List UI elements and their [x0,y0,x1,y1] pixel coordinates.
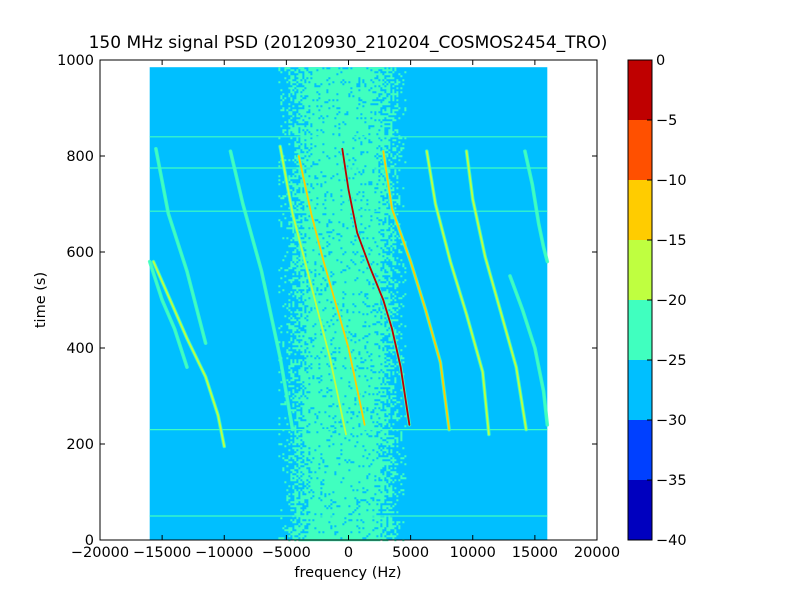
x-tick-label: 15000 [512,545,558,561]
x-tick-label: −5000 [262,545,311,561]
doppler-trace-6 [297,155,366,426]
colorbar-segment [628,120,652,180]
colorbar-tick-label: −25 [656,353,687,369]
doppler-trace-11 [524,150,549,263]
y-tick-label: 1000 [57,53,94,69]
x-tick-label: 10000 [450,545,496,561]
x-tick-label: −10000 [195,545,253,561]
colorbar: −40 −35 −30 −25 −20 −15 −10 −5 0 [627,53,687,549]
doppler-trace-9 [425,150,490,436]
y-axis-label: time (s) [33,272,49,328]
colorbar-segment [628,60,652,120]
y-tick-label: 200 [66,437,94,453]
doppler-trace-2 [148,260,188,369]
x-tick-label: −20000 [71,545,129,561]
x-tick-label: −15000 [133,545,191,561]
doppler-trace-10 [465,150,528,431]
colorbar-segment [628,300,652,360]
doppler-trace-8 [382,150,451,431]
y-tick-label: 600 [66,245,94,261]
doppler-trace-5 [279,145,347,436]
colorbar-tick-label: −5 [656,113,677,129]
chart-title: 150 MHz signal PSD (20120930_210204_COSM… [89,33,608,53]
colorbar-tick-label: 0 [656,53,665,69]
doppler-trace-4 [229,150,294,431]
colorbar-tick-label: −40 [656,533,687,549]
x-tick-label: 5000 [392,545,429,561]
y-tick-label: 0 [85,533,94,549]
colorbar-tick-label: −15 [656,233,687,249]
colorbar-tick-label: −20 [656,293,687,309]
x-axis-label: frequency (Hz) [294,565,401,581]
x-tick-label: 20000 [574,545,620,561]
main-axes: −20000 −15000 −10000 −5000 0 5000 10000 15000 20… [57,53,620,561]
heatmap-plot-area [147,67,550,542]
doppler-trace-12 [509,275,549,426]
colorbar-segment [628,360,652,420]
colorbar-segment [628,240,652,300]
colorbar-tick-label: −30 [656,413,687,429]
colorbar-segment [628,420,652,480]
colorbar-segment [628,180,652,240]
doppler-trace-1 [152,260,226,448]
y-tick-label: 800 [66,149,94,165]
colorbar-tick-label: −10 [656,173,687,189]
central-noise-band [278,67,407,542]
y-tick-label: 400 [66,341,94,357]
doppler-trace-7 [341,147,411,426]
x-tick-label: 0 [344,545,353,561]
colorbar-tick-label: −35 [656,473,687,489]
colorbar-segment [628,480,652,540]
doppler-trace-3 [155,147,207,345]
